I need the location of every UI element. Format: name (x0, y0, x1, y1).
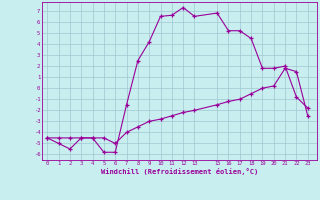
X-axis label: Windchill (Refroidissement éolien,°C): Windchill (Refroidissement éolien,°C) (100, 168, 258, 175)
